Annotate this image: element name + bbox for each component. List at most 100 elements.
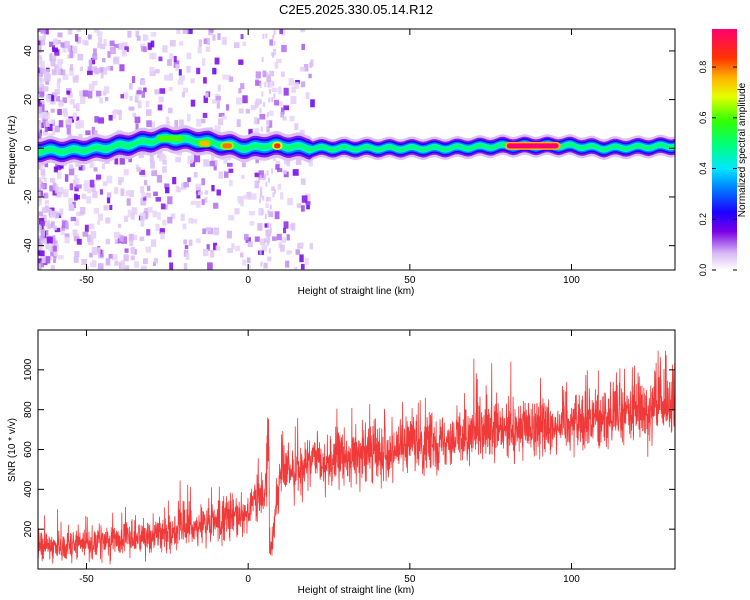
heatmap-noise-cell [266, 196, 269, 202]
heatmap-noise-cell [38, 258, 44, 264]
heatmap-noise-cell [225, 156, 232, 161]
heatmap-noise-cell [72, 229, 78, 236]
heatmap-noise-cell [57, 108, 62, 116]
heatmap-noise-cell [213, 229, 219, 236]
heatmap-noise-cell [130, 255, 135, 261]
heatmap-noise-cell [50, 108, 55, 113]
heatmap-noise-cell [46, 236, 53, 244]
heatmap-noise-cell [120, 188, 125, 196]
heatmap-noise-cell [64, 233, 70, 238]
heatmap-noise-cell [123, 169, 129, 176]
snr-y-axis-label: SNR (10 * v/v) [7, 418, 18, 482]
heatmap-noise-cell [40, 221, 46, 226]
heatmap-noise-cell [42, 119, 47, 126]
y-tick-label: -20 [23, 189, 34, 204]
heatmap-noise-cell [75, 121, 81, 129]
snr-x-axis-label: Height of straight line (km) [298, 585, 415, 596]
heatmap-noise-cell [261, 244, 267, 252]
heatmap-noise-cell [120, 260, 126, 268]
heatmap-noise-cell [42, 130, 48, 136]
heatmap-noise-cell [139, 236, 145, 242]
heatmap-noise-cell [123, 254, 129, 262]
heatmap-noise-cell [154, 89, 160, 95]
heatmap-noise-cell [210, 249, 215, 258]
snr-series-line [38, 350, 675, 565]
x-tick-label: 100 [563, 275, 580, 286]
heatmap-noise-cell [128, 156, 132, 163]
heatmap-noise-cell [160, 232, 165, 240]
heatmap-noise-cell [147, 207, 153, 213]
heatmap-noise-cell [99, 97, 104, 104]
heatmap-noise-cell [172, 177, 177, 185]
heatmap-noise-cell [84, 40, 89, 46]
heatmap-noise-cell [60, 42, 66, 48]
heatmap-noise-cell [263, 175, 266, 181]
heatmap-noise-cell [114, 187, 119, 195]
heatmap-noise-cell [88, 223, 95, 230]
heatmap-noise-cell [105, 238, 110, 245]
heatmap-noise-cell [92, 191, 98, 199]
heatmap-noise-cell [265, 203, 269, 208]
heatmap-noise-cell [226, 230, 232, 239]
heatmap-noise-cell [195, 187, 201, 195]
heatmap-noise-cell [289, 115, 295, 122]
heatmap-noise-cell [242, 41, 247, 47]
heatmap-noise-cell [295, 79, 300, 85]
heatmap-noise-cell [273, 93, 276, 99]
heatmap-noise-cell [269, 110, 274, 116]
heatmap-noise-cell [167, 216, 173, 224]
heatmap-noise-cell [179, 75, 186, 81]
heatmap-noise-cell [94, 29, 100, 33]
heatmap-noise-cell [233, 42, 240, 48]
heatmap-noise-cell [259, 198, 262, 204]
heatmap-noise-cell [260, 190, 263, 196]
heatmap-noise-cell [67, 46, 71, 53]
colorbar-gradient [712, 29, 737, 270]
heatmap-noise-cell [39, 261, 45, 268]
heatmap-noise-cell [75, 162, 82, 167]
heatmap-noise-cell [91, 247, 98, 256]
colorbar-tick-label: 0.8 [698, 61, 708, 74]
heatmap-noise-cell [310, 99, 315, 108]
heatmap-noise-cell [38, 80, 43, 88]
heatmap-noise-cell [143, 87, 147, 93]
heatmap-noise-cell [245, 108, 250, 114]
heatmap-noise-cell [87, 188, 92, 194]
heatmap-noise-cell [198, 39, 202, 48]
heatmap-noise-cell [62, 189, 69, 198]
heatmap-noise-cell [269, 204, 272, 210]
heatmap-noise-cell [39, 91, 44, 98]
heatmap-noise-cell [45, 95, 52, 103]
heatmap-noise-cell [164, 204, 168, 210]
heatmap-noise-cell [140, 186, 144, 194]
heatmap-noise-cell [170, 213, 176, 219]
heatmap-noise-cell [132, 112, 137, 118]
heatmap-noise-cell [264, 81, 267, 87]
heatmap-noise-cell [286, 250, 292, 255]
heatmap-noise-cell [215, 245, 221, 251]
heatmap-noise-cell [58, 187, 64, 195]
heatmap-noise-cell [250, 193, 257, 200]
heatmap-noise-cell [42, 33, 46, 40]
heatmap-noise-cell [275, 164, 280, 170]
heatmap-noise-cell [51, 69, 57, 75]
heatmap-noise-cell [304, 257, 309, 265]
heatmap-noise-cell [46, 220, 51, 228]
heatmap-noise-cell [274, 61, 279, 69]
heatmap-noise-cell [267, 80, 273, 88]
heatmap-noise-cell [144, 208, 148, 214]
heatmap-noise-cell [88, 83, 95, 91]
heatmap-noise-cell [48, 244, 53, 252]
heatmap-noise-cell [145, 192, 152, 198]
heatmap-noise-cell [134, 116, 141, 124]
heatmap-noise-cell [73, 104, 78, 109]
heatmap-noise-cell [67, 93, 74, 98]
heatmap-noise-cell [41, 207, 48, 214]
heatmap-noise-cell [231, 243, 235, 250]
heatmap-noise-cell [113, 109, 118, 115]
heatmap-noise-cell [82, 90, 88, 97]
heatmap-noise-cell [205, 46, 211, 52]
heatmap-noise-cell [221, 115, 227, 120]
heatmap-noise-cell [58, 120, 64, 128]
heatmap-noise-cell [52, 211, 57, 218]
